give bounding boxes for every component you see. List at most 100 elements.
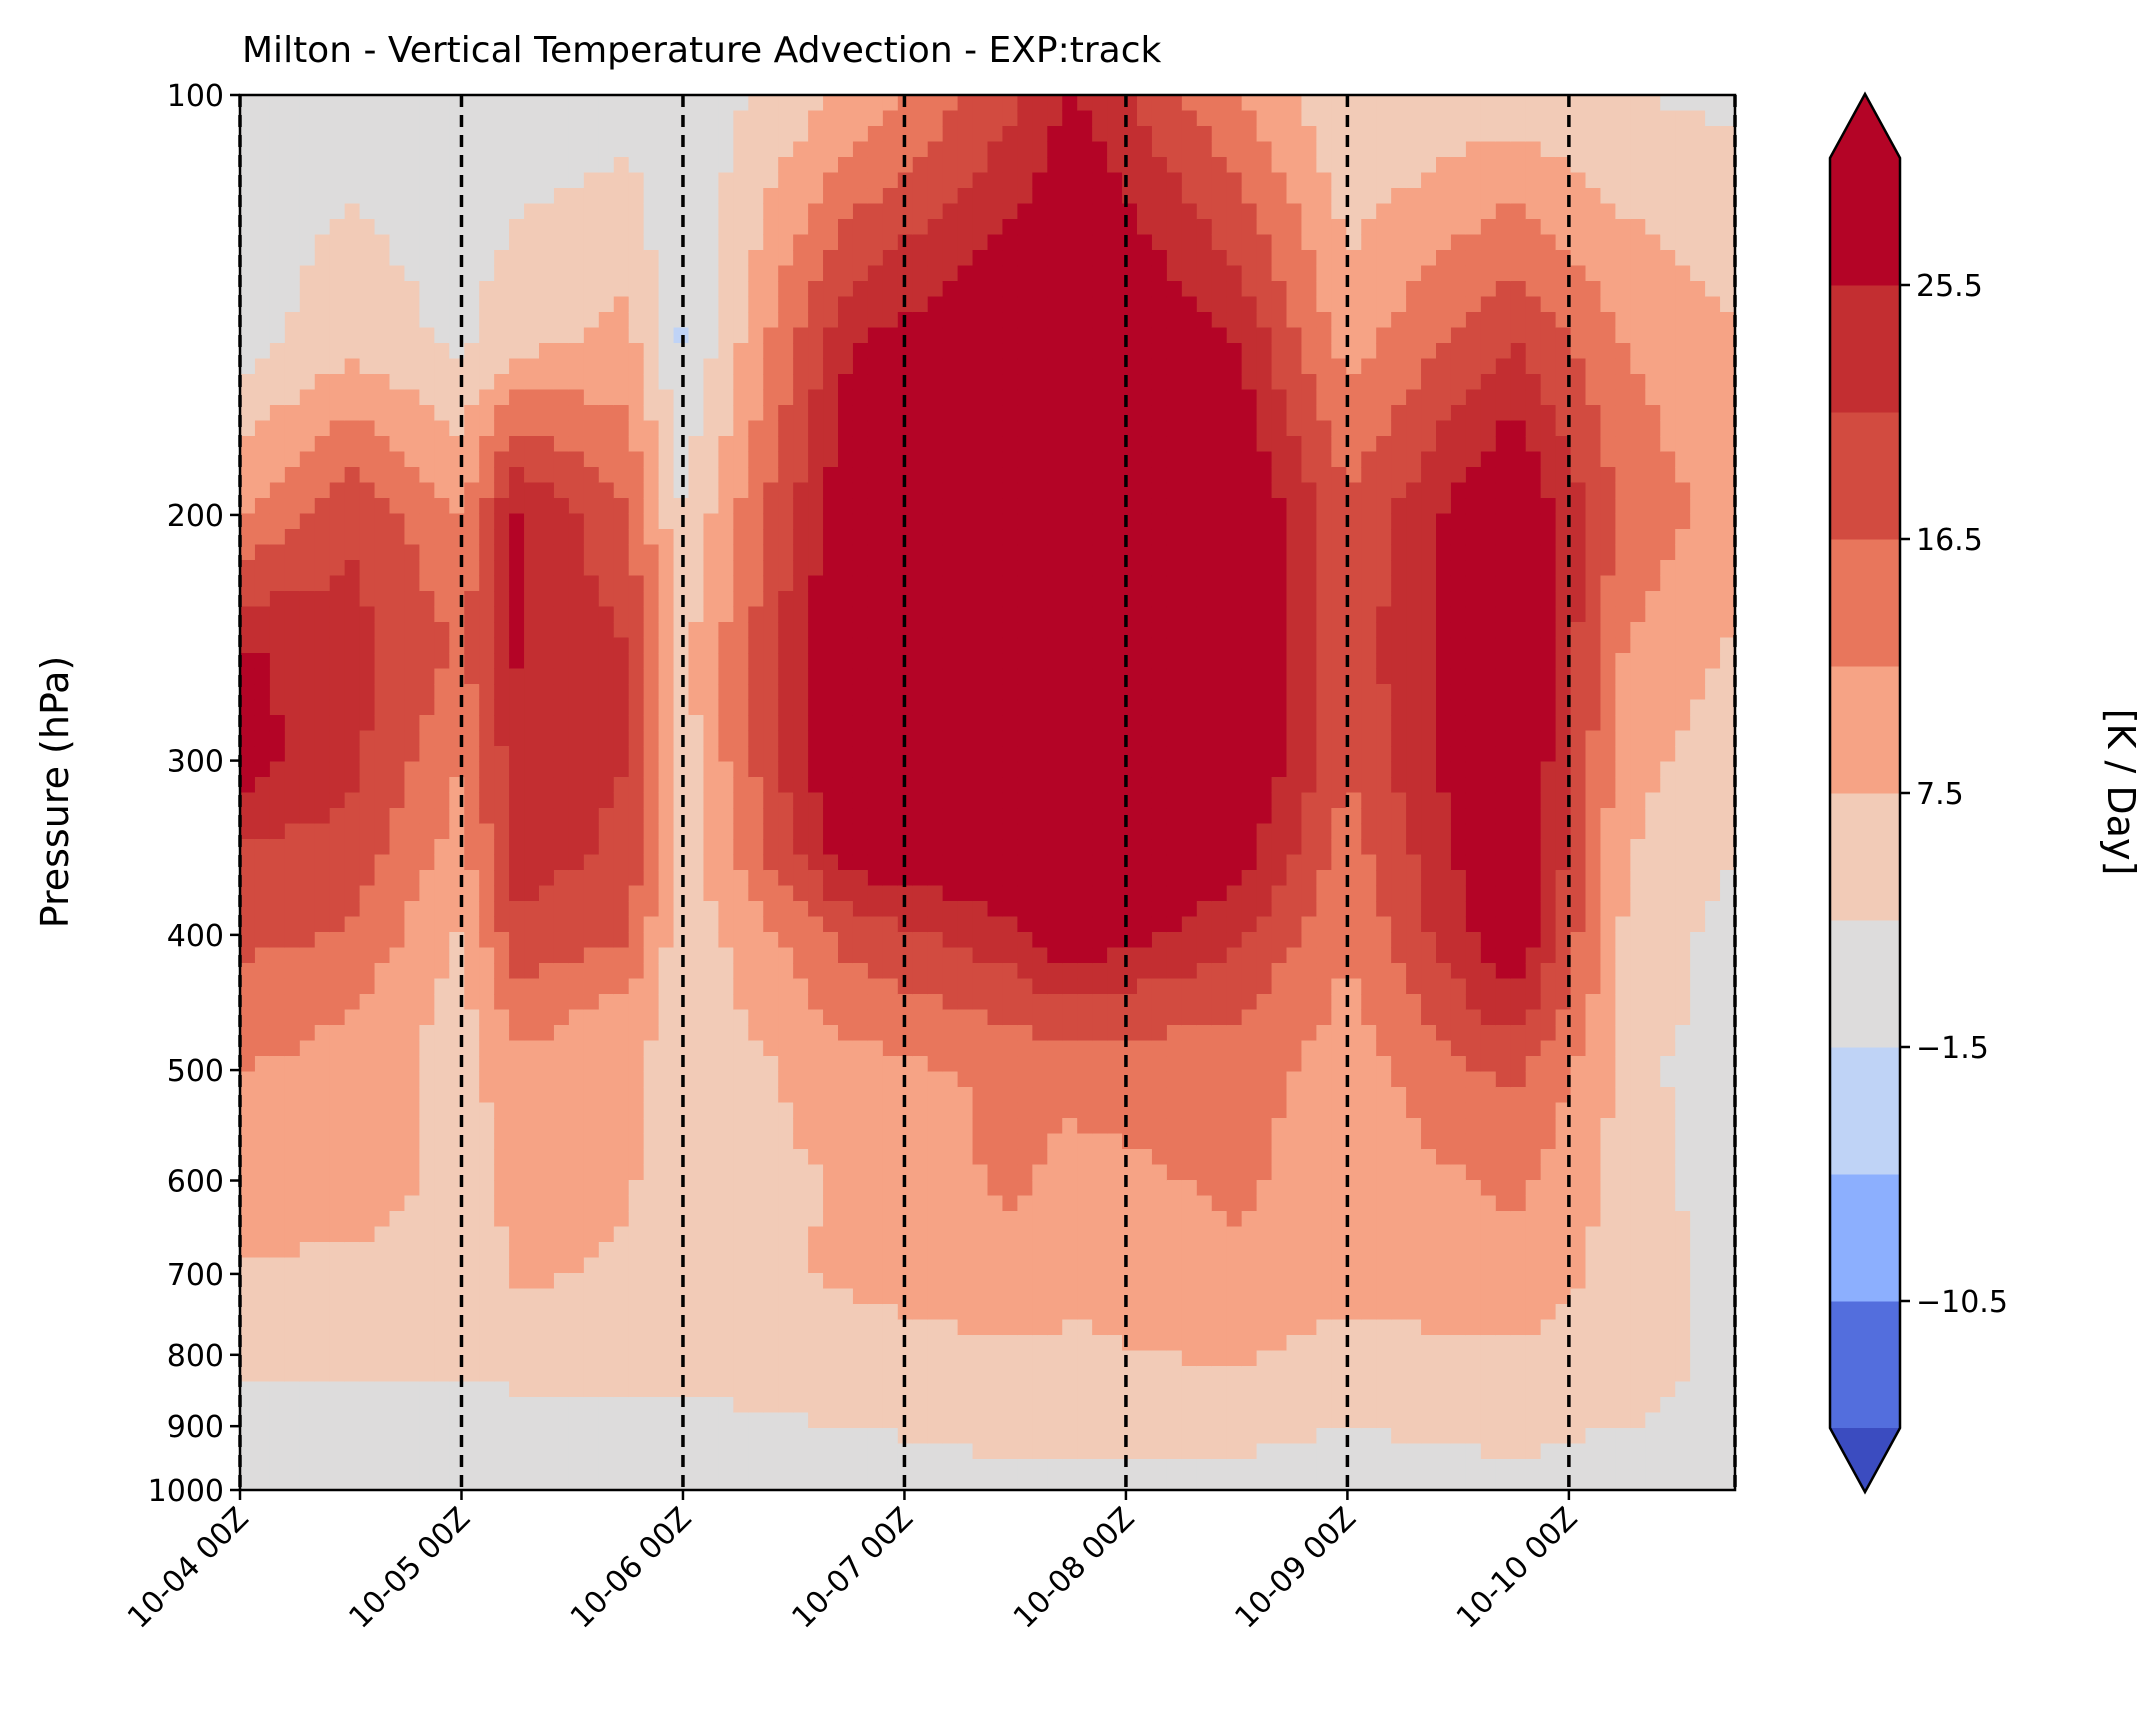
contour-cell	[479, 854, 495, 871]
contour-cell	[912, 1226, 929, 1243]
contour-cell	[568, 591, 585, 608]
contour-cell	[808, 389, 824, 406]
contour-cell	[553, 513, 570, 530]
contour-cell	[344, 436, 361, 453]
contour-cell	[344, 606, 361, 623]
contour-cell	[1032, 312, 1048, 329]
contour-cell	[419, 1242, 435, 1259]
contour-cell	[793, 1164, 809, 1181]
contour-cell	[972, 575, 989, 592]
contour-cell	[673, 823, 690, 840]
contour-cell	[658, 699, 675, 716]
contour-cell	[583, 1474, 600, 1490]
contour-cell	[957, 389, 974, 406]
contour-cell	[1002, 389, 1018, 406]
contour-cell	[942, 792, 959, 809]
contour-cell	[434, 1366, 450, 1383]
contour-cell	[539, 126, 555, 143]
contour-cell	[778, 1319, 794, 1336]
contour-cell	[972, 1226, 989, 1243]
contour-cell	[748, 1149, 764, 1166]
contour-cell	[718, 1226, 734, 1243]
contour-cell	[344, 560, 361, 577]
contour-cell	[957, 312, 974, 329]
contour-cell	[494, 1319, 510, 1336]
contour-cell	[299, 606, 316, 623]
contour-cell	[1017, 1335, 1033, 1352]
contour-cell	[389, 854, 406, 871]
contour-cell	[240, 901, 256, 918]
contour-cell	[269, 916, 286, 933]
contour-cell	[419, 746, 435, 763]
contour-cell	[254, 1087, 271, 1104]
contour-cell	[957, 544, 974, 561]
contour-cell	[763, 451, 779, 468]
contour-cell	[479, 575, 495, 592]
contour-cell	[613, 947, 630, 964]
contour-cell	[912, 1087, 929, 1104]
contour-cell	[688, 730, 705, 747]
contour-cell	[419, 513, 435, 530]
contour-cell	[733, 1180, 749, 1197]
contour-cell	[464, 1335, 480, 1352]
contour-cell	[613, 141, 630, 158]
contour-cell	[598, 1195, 615, 1212]
contour-cell	[1032, 1056, 1048, 1073]
contour-cell	[284, 792, 301, 809]
contour-cell	[404, 172, 420, 189]
contour-cell	[479, 916, 495, 933]
contour-cell	[628, 916, 645, 933]
contour-cell	[284, 188, 301, 205]
contour-cell	[314, 1211, 331, 1228]
contour-cell	[1017, 947, 1033, 964]
contour-cell	[628, 606, 645, 623]
contour-cell	[1002, 1102, 1018, 1119]
contour-cell	[838, 715, 854, 732]
contour-cell	[598, 761, 615, 778]
contour-cell	[882, 234, 899, 251]
contour-cell	[808, 482, 824, 499]
contour-cell	[374, 1273, 391, 1290]
contour-cell	[763, 265, 779, 282]
contour-cell	[972, 467, 989, 484]
contour-cell	[269, 808, 286, 825]
contour-cell	[553, 1025, 570, 1042]
contour-cell	[479, 1087, 495, 1104]
contour-cell	[568, 932, 585, 949]
contour-cell	[359, 498, 376, 515]
contour-cell	[389, 901, 406, 918]
contour-cell	[344, 312, 361, 329]
contour-cell	[583, 1040, 600, 1057]
contour-cell	[1002, 234, 1018, 251]
contour-cell	[583, 110, 600, 127]
contour-cell	[808, 157, 824, 174]
contour-cell	[509, 947, 525, 964]
contour-cell	[389, 265, 406, 282]
contour-cell	[718, 823, 734, 840]
contour-cell	[404, 963, 420, 980]
contour-cell	[987, 963, 1004, 980]
contour-cell	[553, 1087, 570, 1104]
contour-cell	[568, 963, 585, 980]
contour-cell	[733, 126, 749, 143]
contour-cell	[404, 482, 420, 499]
contour-cell	[299, 1211, 316, 1228]
contour-cell	[344, 451, 361, 468]
contour-cell	[464, 157, 480, 174]
contour-cell	[867, 1412, 884, 1429]
contour-cell	[748, 1366, 764, 1383]
contour-cell	[852, 420, 869, 437]
contour-cell	[733, 575, 749, 592]
contour-cell	[359, 715, 376, 732]
contour-cell	[838, 1443, 854, 1460]
contour-cell	[882, 281, 899, 298]
contour-cell	[808, 420, 824, 437]
contour-cell	[419, 885, 435, 902]
contour-cell	[763, 188, 779, 205]
contour-cell	[524, 1288, 540, 1305]
contour-cell	[374, 1459, 391, 1476]
contour-cell	[344, 1412, 361, 1429]
contour-cell	[688, 715, 705, 732]
contour-cell	[464, 622, 480, 639]
contour-cell	[419, 126, 435, 143]
